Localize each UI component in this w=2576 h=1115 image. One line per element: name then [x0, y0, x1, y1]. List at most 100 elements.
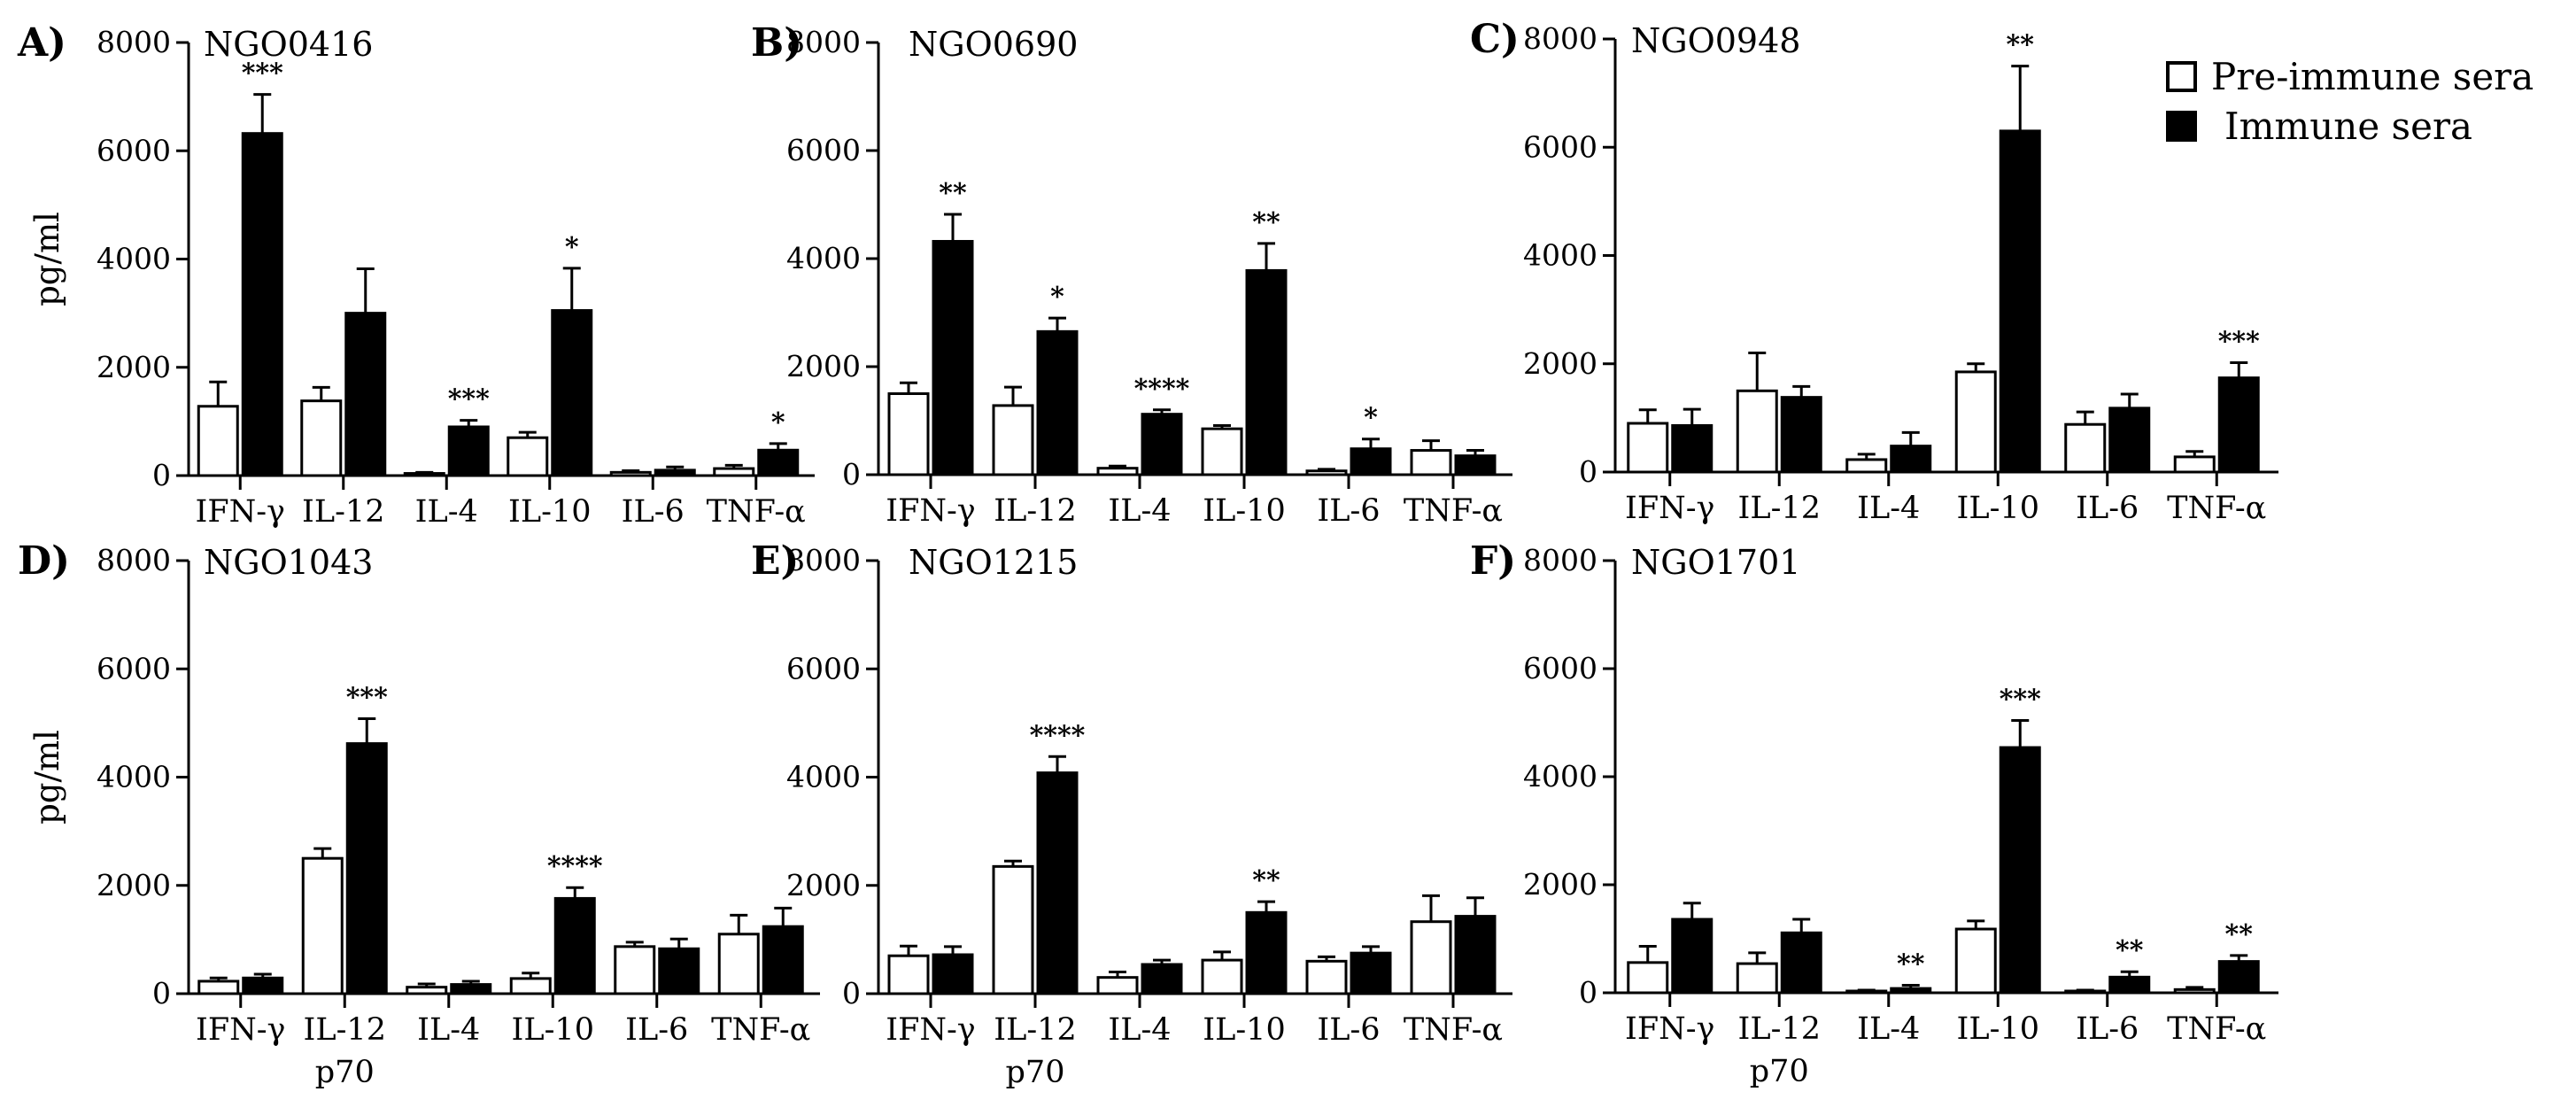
bar-immune — [1780, 931, 1822, 995]
significance-label: *** — [2218, 327, 2260, 358]
bar-immune — [658, 947, 700, 995]
bar-pre-immune — [1627, 961, 1669, 995]
y-tick-label: 8000 — [97, 25, 171, 59]
bar-immune — [757, 448, 800, 477]
panel-title: NGO0416 — [204, 25, 373, 64]
x-category-label: TNF-α — [1404, 1012, 1503, 1048]
bar-immune — [762, 925, 804, 995]
x-category-label: IFN-γ — [886, 493, 975, 529]
x-category-label: IL-6 — [625, 1012, 688, 1048]
y-tick-label: 8000 — [97, 543, 171, 577]
bar-immune — [1671, 423, 1713, 474]
legend: Pre-immune sera Immune sera — [2166, 55, 2533, 148]
bar-pre-immune — [992, 404, 1034, 476]
significance-label: *** — [242, 58, 283, 89]
bar-pre-immune — [1736, 962, 1778, 995]
x-category-label: TNF-α — [1404, 493, 1503, 529]
x-category-sublabel: p70 — [315, 1055, 375, 1090]
bar-pre-immune — [507, 436, 549, 477]
y-tick-label: 2000 — [97, 868, 171, 902]
bar-pre-immune — [406, 986, 448, 995]
significance-label: ** — [2007, 30, 2035, 61]
bar-pre-immune — [300, 399, 343, 477]
x-category-label: IL-4 — [1108, 1012, 1171, 1048]
significance-label: ** — [939, 178, 967, 209]
y-tick-label: 8000 — [786, 543, 861, 577]
bar-pre-immune — [1096, 976, 1139, 995]
panel-title: NGO0690 — [909, 25, 1078, 64]
y-tick-label: 0 — [842, 976, 861, 1010]
y-tick-label: 0 — [1579, 454, 1597, 489]
panel-letter: A) — [17, 20, 66, 66]
bar-immune — [1999, 746, 2041, 995]
bar-immune — [1671, 918, 1713, 995]
y-tick-label: 2000 — [1523, 346, 1597, 381]
bar-pre-immune — [2064, 422, 2107, 474]
x-category-label: IL-10 — [508, 494, 591, 530]
bar-pre-immune — [2173, 987, 2216, 995]
bar-pre-immune — [609, 470, 652, 477]
y-tick-label: 8000 — [786, 25, 861, 59]
x-category-label: IL-12 — [994, 1012, 1076, 1048]
bar-immune — [553, 896, 596, 995]
bar-pre-immune — [2173, 455, 2216, 474]
significance-label: **** — [1030, 720, 1086, 751]
bar-immune — [1245, 910, 1288, 995]
panel-title: NGO1215 — [909, 543, 1078, 582]
bar-pre-immune — [301, 856, 344, 995]
y-tick-label: 4000 — [1523, 238, 1597, 273]
y-tick-label: 0 — [1579, 975, 1597, 1010]
panel-letter: C) — [1470, 17, 1520, 62]
significance-label: * — [771, 407, 785, 438]
x-category-label: IL-6 — [1317, 493, 1380, 529]
y-tick-label: 0 — [152, 976, 171, 1010]
bar-immune — [344, 312, 387, 477]
panel-letter: D) — [18, 538, 70, 584]
y-tick-label: 6000 — [97, 133, 171, 167]
significance-label: * — [1364, 403, 1378, 434]
significance-label: ** — [1252, 207, 1280, 238]
legend-immune-label: Immune sera — [2224, 105, 2472, 148]
bar-immune — [1036, 771, 1079, 995]
significance-label: **** — [547, 851, 603, 882]
y-tick-label: 4000 — [97, 760, 171, 794]
bar-immune — [1141, 413, 1183, 476]
x-category-label: IL-12 — [304, 1012, 386, 1048]
y-tick-label: 6000 — [786, 651, 861, 685]
y-tick-label: 8000 — [1523, 543, 1597, 577]
bar-immune — [1890, 445, 1932, 474]
panel-title: NGO0948 — [1631, 21, 1800, 60]
y-tick-label: 0 — [842, 457, 861, 492]
significance-label: **** — [1134, 374, 1190, 405]
panel-2: B) NGO069002000400060008000**IFN-γ*IL-12*… — [751, 20, 1512, 529]
bar-pre-immune — [1201, 427, 1243, 476]
bar-immune — [450, 983, 492, 995]
x-category-label: IL-4 — [415, 494, 478, 530]
bar-pre-immune — [1305, 959, 1348, 995]
legend-pre-label: Pre-immune sera — [2211, 55, 2533, 98]
y-axis-label: pg/ml — [28, 212, 66, 306]
bar-immune — [2108, 407, 2151, 474]
bar-pre-immune — [614, 945, 656, 995]
y-tick-label: 4000 — [1523, 759, 1597, 794]
x-category-label: IL-12 — [1738, 491, 1821, 526]
bar-pre-immune — [1954, 370, 1997, 474]
bar-immune — [1999, 129, 2041, 474]
bar-immune — [447, 425, 490, 477]
y-tick-label: 2000 — [97, 350, 171, 384]
x-category-label: IL-12 — [994, 493, 1076, 529]
y-tick-label: 2000 — [786, 349, 861, 383]
bar-immune — [2217, 376, 2260, 474]
bar-pre-immune — [197, 979, 240, 995]
bar-pre-immune — [403, 472, 445, 477]
bar-pre-immune — [887, 392, 930, 476]
panel-1: A) NGO0416 0 2000 4000 6000 8000 pg/ml *** IFN-γ I… — [17, 20, 815, 530]
bar-pre-immune — [1410, 920, 1452, 995]
bar-pre-immune — [1305, 469, 1348, 476]
panel-4: D) NGO1043 0 2000 4000 6000 8000 pg/ml IFN-γ *** I… — [18, 538, 820, 1090]
bar-immune — [1454, 454, 1497, 476]
y-tick-label: 4000 — [786, 241, 861, 275]
bar-immune — [2217, 960, 2260, 995]
